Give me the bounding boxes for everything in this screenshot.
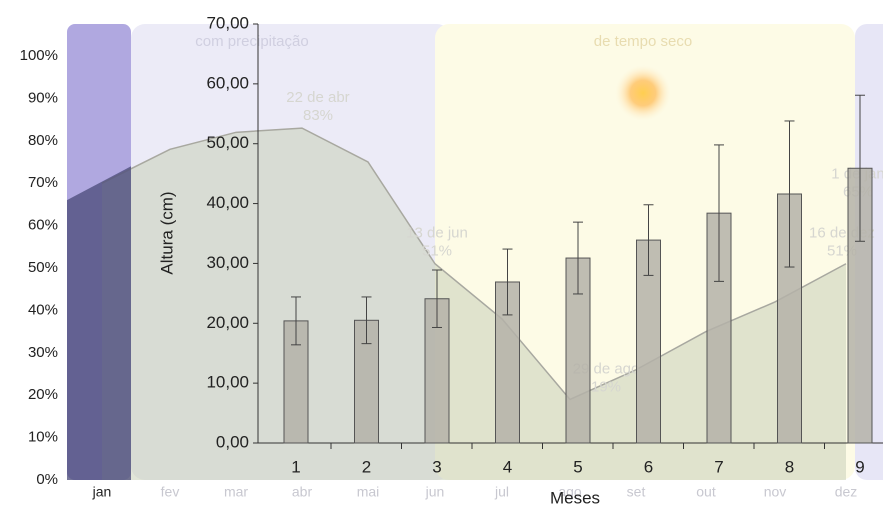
y-tick-label: 80% [28, 132, 58, 149]
y-tick-label: 90% [28, 89, 58, 106]
annotation-value: 19% [591, 378, 621, 395]
y-tick-label: 30% [28, 344, 58, 361]
y-tick-label: 50% [28, 259, 58, 276]
y-tick-label: 10% [28, 429, 58, 446]
band-label: com precipitação [195, 33, 308, 50]
y-tick-label: 0% [36, 471, 58, 488]
y-tick-label: 70% [28, 174, 58, 191]
x-tick-label: 6 [644, 457, 653, 476]
month-label: ago [558, 484, 582, 500]
y-tick-label: 50,00 [206, 133, 249, 152]
month-label: mar [224, 484, 248, 500]
month-label: jun [425, 484, 445, 500]
annotation-date: 22 de abr [286, 89, 349, 106]
y-tick-label: 40% [28, 301, 58, 318]
annotation-value: 83% [303, 107, 333, 124]
month-label: nov [764, 484, 787, 500]
x-tick-label: 1 [291, 457, 300, 476]
x-tick-label: 5 [573, 457, 582, 476]
sun-icon [615, 65, 671, 121]
x-tick-label: 3 [432, 457, 441, 476]
month-label: abr [292, 484, 313, 500]
month-label: out [696, 484, 716, 500]
x-tick-label: 9 [855, 457, 864, 476]
y-axis-label: Altura (cm) [157, 191, 176, 274]
foreground-chart: 0,00 10,00 20,00 30,00 40,00 50,00 60,00 70,00 1… [206, 13, 883, 476]
month-label: jul [494, 484, 509, 500]
band-label: de tempo seco [594, 33, 692, 50]
y-tick-label: 10,00 [206, 373, 249, 392]
y-tick-label: 70,00 [206, 13, 249, 32]
month-label: dez [835, 484, 858, 500]
x-axis-label: Meses [550, 488, 600, 507]
y-tick-label: 60,00 [206, 73, 249, 92]
x-tick-label: 7 [714, 457, 723, 476]
x-tick-label: 8 [785, 457, 794, 476]
month-label: fev [161, 484, 180, 500]
y-tick-label: 30,00 [206, 253, 249, 272]
y-tick-label: 40,00 [206, 193, 249, 212]
y-tick-label: 20,00 [206, 313, 249, 332]
y-tick-label: 20% [28, 386, 58, 403]
y-tick-label: 0,00 [216, 432, 249, 451]
y-tick-label: 100% [20, 47, 58, 64]
annotation-value: 51% [422, 243, 452, 260]
x-tick-label: 4 [503, 457, 512, 476]
current-month-area [67, 166, 131, 481]
month-label: set [627, 484, 646, 500]
month-label: mai [357, 484, 380, 500]
y-tick-label: 60% [28, 217, 58, 234]
x-tick-label: 2 [362, 457, 371, 476]
bar [565, 257, 591, 444]
month-label: jan [92, 484, 112, 500]
annotation-date: 13 de jun [406, 225, 468, 242]
